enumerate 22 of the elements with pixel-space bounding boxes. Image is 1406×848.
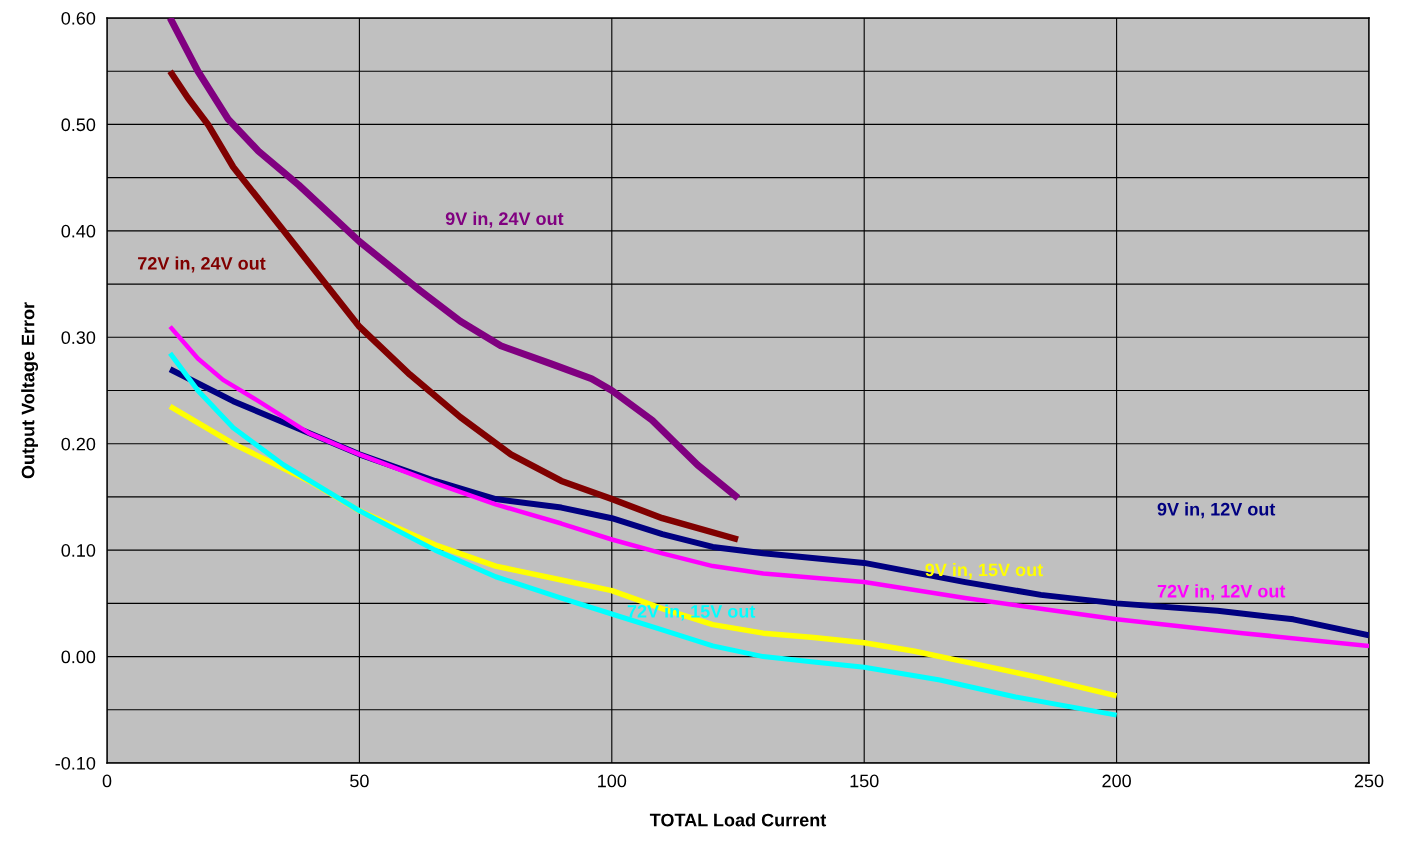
y-axis-title: Output Voltage Error [21,302,39,479]
y-tick-label: 0.30 [61,331,96,345]
y-tick-label: 0.20 [61,437,96,451]
series-label: 72V in, 24V out [138,256,266,273]
text: 9V in, 15V out [925,563,1043,579]
text: 9V in, 12V out [1157,502,1276,519]
x-tick-label: 150 [850,774,879,788]
line-series [167,324,1369,649]
y-tick-label: 0.60 [61,11,96,25]
text: 9V in, 24V out [445,211,564,228]
y-tick-label: 0.40 [61,224,96,238]
series-label: 72V in, 12V out [1157,584,1286,601]
y-tick-label: -0.10 [55,756,96,770]
x-tick-label: 250 [1354,774,1384,788]
x-axis-title: TOTAL Load Current [649,813,827,827]
x-tick-label: 100 [598,774,627,788]
y-tick-label: 0.00 [61,650,96,664]
x-tick-label: 0 [102,774,112,788]
y-tick-label: 0.10 [61,544,96,557]
y-tick-label: 0.50 [61,118,96,132]
x-tick-label: 50 [350,774,369,788]
x-tick-label: 200 [1102,774,1131,788]
